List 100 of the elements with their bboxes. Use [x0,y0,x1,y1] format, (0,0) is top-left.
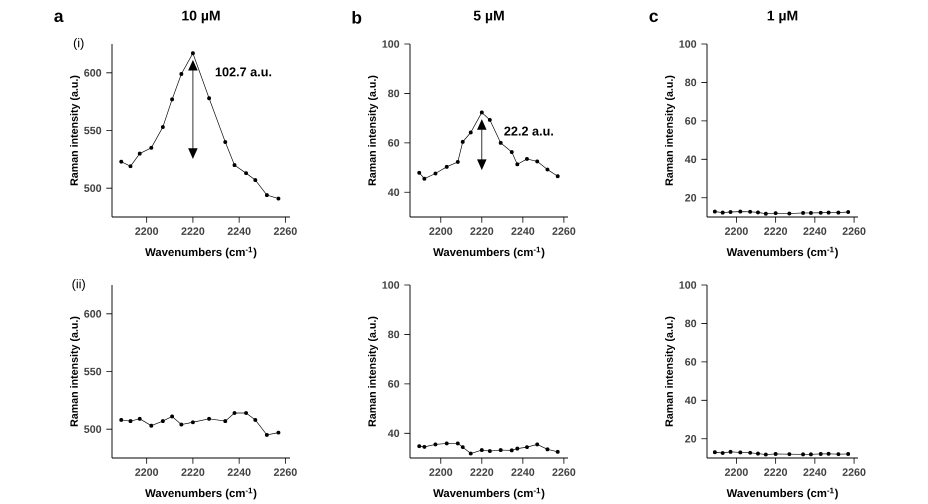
x-tick-label: 2220 [764,227,788,235]
point [160,419,165,424]
y-tick-label: 80 [685,320,696,328]
text: a [54,12,64,22]
point [276,196,280,200]
x-tick-label: 2260 [274,227,297,235]
point [138,416,142,421]
point [190,420,195,424]
y-tick-label: 40 [684,396,696,404]
text: b [352,10,362,24]
point [232,163,236,168]
text: (ii) [72,279,85,291]
y-tick-label: 600 [84,69,102,77]
y-tick-label: 100 [382,40,400,48]
point [480,110,484,114]
point [515,446,520,451]
point [422,444,426,449]
x-tick-label: 2220 [764,468,788,476]
y-tick-label: 60 [388,380,400,388]
point [149,424,154,428]
point [434,442,438,446]
point [556,450,560,454]
point [253,418,258,422]
point [149,146,154,150]
point [434,172,438,176]
point [207,96,212,100]
x-tick-label: 2260 [274,468,297,476]
y-tick-label: 60 [685,117,696,125]
point [119,160,124,164]
point [207,416,212,421]
x-tick-label: 2220 [470,227,494,235]
point [179,422,184,426]
y-tick-label: 500 [84,184,102,192]
point [546,168,550,172]
y-tick-label: 550 [84,126,102,134]
x-tick-label: 2200 [135,468,158,476]
point [444,441,449,446]
text: c [650,12,658,22]
y-tick-label: 550 [84,368,102,376]
x-tick-label: 2200 [724,227,748,235]
point [515,162,520,166]
point [128,164,132,168]
x-axis-title: Wavenumbers (cm$^{-1}$) [433,246,544,258]
x-tick-label: 2220 [470,468,494,476]
x-tick-label: 2240 [803,227,826,235]
point [276,430,280,435]
point [422,176,426,181]
y-tick-label: 600 [84,310,102,318]
chart-title: 1 µM [768,10,798,24]
point [223,140,228,144]
point [232,411,236,415]
point [510,150,514,154]
point [460,445,465,450]
y-tick-label: 60 [685,358,696,366]
point [190,51,195,56]
point [160,125,165,129]
x-tick-label: 2260 [842,227,866,235]
x-tick-label: 2260 [552,227,576,235]
point [556,174,560,178]
point [510,448,514,452]
point [128,419,132,424]
y-tick-label: 80 [388,90,400,98]
y-axis-title: Raman intensity (a.u.) [368,316,378,426]
x-tick-label: 2240 [228,227,251,235]
point [456,160,460,164]
y-tick-label: 40 [684,156,696,164]
point [179,72,184,76]
point [138,152,142,156]
x-axis-title: Wavenumbers (cm$^{-1}$) [726,246,838,258]
x-axis-title: Wavenumbers (cm$^{-1}$) [433,488,544,500]
chart-title: 5 µM [474,10,504,24]
y-axis-title: Raman intensity (a.u.) [665,76,675,186]
x-tick-label: 2260 [552,468,576,476]
point [468,130,473,134]
x-tick-label: 2200 [429,227,452,235]
point [264,193,269,198]
x-tick-label: 2200 [429,468,452,476]
y-tick-label: 20 [685,194,696,202]
y-tick-label: 40 [388,430,400,438]
y-axis-title: Raman intensity (a.u.) [665,316,675,426]
y-tick-label: 100 [382,281,400,289]
x-tick-label: 2240 [511,227,534,235]
x-tick-label: 2260 [842,468,866,476]
x-tick-label: 2200 [135,227,158,235]
y-tick-label: 80 [685,78,696,86]
annotation: 102.7 a.u. [216,67,272,76]
x-tick-label: 2240 [228,468,251,476]
point [546,447,550,452]
y-axis-title: Raman intensity (a.u.) [368,76,378,186]
x-axis-title: Wavenumbers (cm$^{-1}$) [145,246,256,258]
y-tick-label: 500 [84,425,102,433]
point [417,170,422,175]
y-tick-label: 60 [388,139,400,147]
x-tick-label: 2240 [803,468,826,476]
point [170,97,174,102]
x-tick-label: 2200 [724,468,748,476]
y-tick-label: 40 [388,188,400,196]
x-tick-label: 2220 [181,468,204,476]
chart-title: 10 µM [182,10,220,24]
y-tick-label: 100 [679,281,696,289]
